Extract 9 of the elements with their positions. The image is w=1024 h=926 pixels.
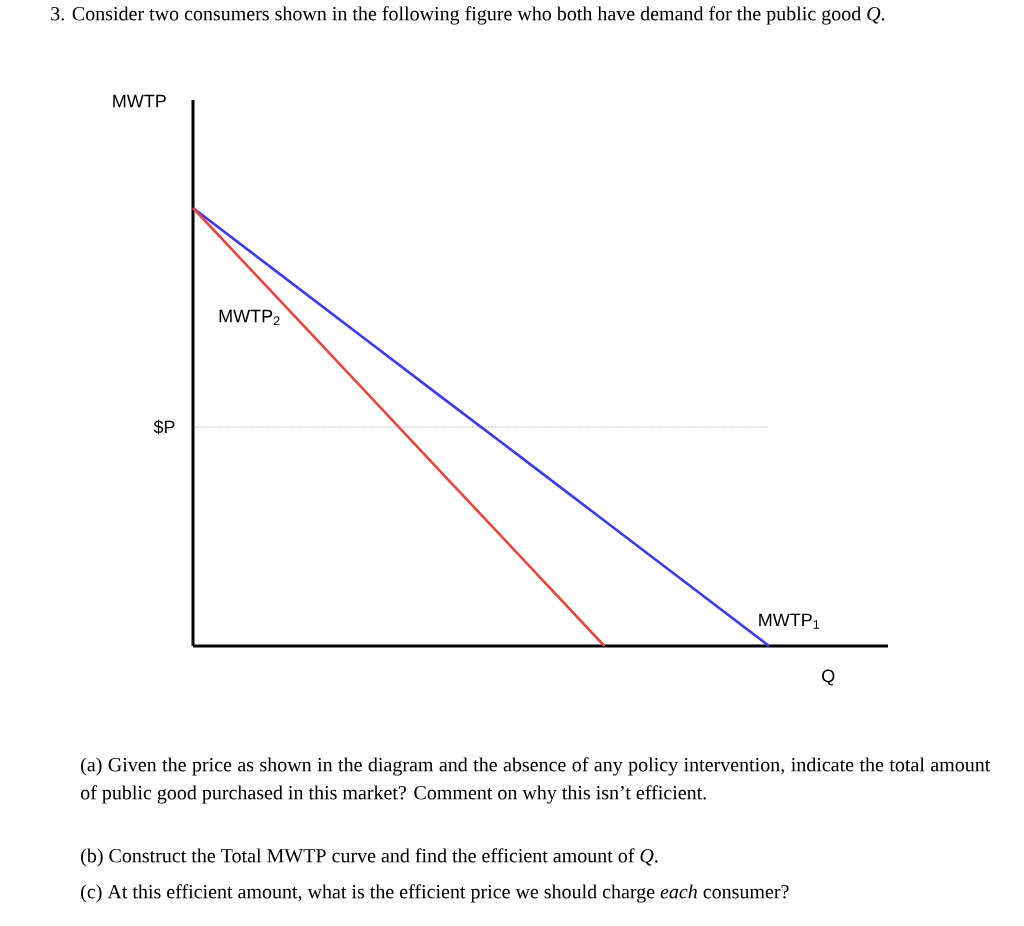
- text: (c) At this efficient amount, what is the efficient price we should charge each consumer?: [81, 884, 789, 903]
- text: MWTP: [113, 94, 166, 108]
- text: (a) Given the price as shown in the diagram and the absence of any policy intervention, indicate the total amount of public good purchased in this market? Comment on why this isn’t efficient.: [80, 757, 991, 804]
- x-axis-title: Q: [822, 669, 835, 686]
- text: (b) Construct the Total MWTP curve and find the efficient amount of Q.: [81, 848, 658, 867]
- series-label: MWTP$_{1}$: [759, 613, 820, 629]
- chart-title: 3. Consider two consumers shown in the following figure who both have demand for the public good Q.: [51, 6, 885, 25]
- ref-line-label: $P: [153, 419, 175, 435]
- series-label: MWTP$_{2}$: [219, 309, 280, 326]
